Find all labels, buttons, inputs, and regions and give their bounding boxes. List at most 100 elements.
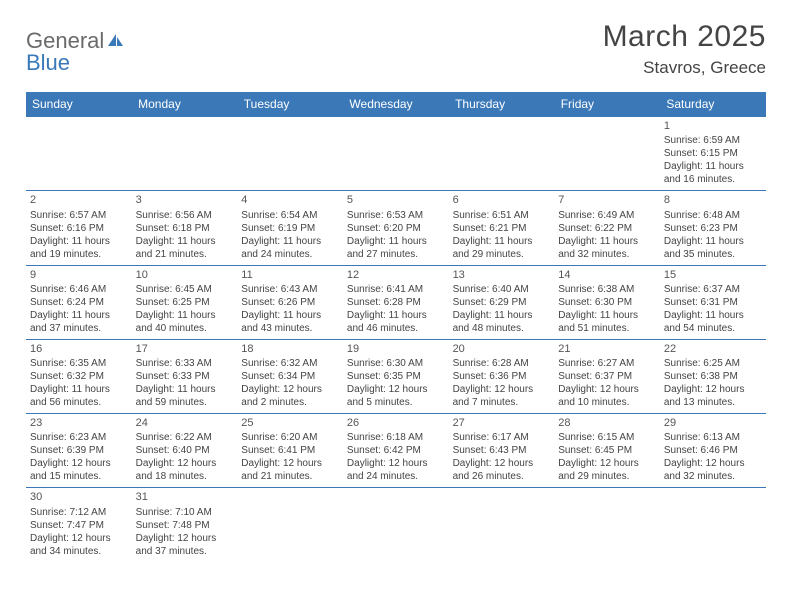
calendar-row: 30Sunrise: 7:12 AMSunset: 7:47 PMDayligh… (26, 488, 766, 562)
sunset-text: Sunset: 6:34 PM (241, 370, 339, 383)
weekday-header: Thursday (449, 92, 555, 117)
daylight-text: Daylight: 11 hours and 32 minutes. (558, 235, 656, 261)
sunrise-text: Sunrise: 6:23 AM (30, 431, 128, 444)
day-number: 13 (453, 268, 551, 282)
calendar-cell: 21Sunrise: 6:27 AMSunset: 6:37 PMDayligh… (554, 339, 660, 413)
sunset-text: Sunset: 6:16 PM (30, 222, 128, 235)
weekday-header-row: Sunday Monday Tuesday Wednesday Thursday… (26, 92, 766, 117)
daylight-text: Daylight: 12 hours and 24 minutes. (347, 457, 445, 483)
daylight-text: Daylight: 12 hours and 10 minutes. (558, 383, 656, 409)
header: General March 2025 Stavros, Greece (26, 20, 766, 78)
daylight-text: Daylight: 12 hours and 29 minutes. (558, 457, 656, 483)
calendar-cell: 29Sunrise: 6:13 AMSunset: 6:46 PMDayligh… (660, 414, 766, 488)
calendar-cell: 10Sunrise: 6:45 AMSunset: 6:25 PMDayligh… (132, 265, 238, 339)
daylight-text: Daylight: 12 hours and 18 minutes. (136, 457, 234, 483)
weekday-header: Monday (132, 92, 238, 117)
sunset-text: Sunset: 6:40 PM (136, 444, 234, 457)
sunrise-text: Sunrise: 6:17 AM (453, 431, 551, 444)
day-number: 22 (664, 342, 762, 356)
sunset-text: Sunset: 6:15 PM (664, 147, 762, 160)
calendar-cell: 28Sunrise: 6:15 AMSunset: 6:45 PMDayligh… (554, 414, 660, 488)
sunset-text: Sunset: 6:36 PM (453, 370, 551, 383)
day-number: 11 (241, 268, 339, 282)
day-number: 3 (136, 193, 234, 207)
daylight-text: Daylight: 12 hours and 32 minutes. (664, 457, 762, 483)
sunrise-text: Sunrise: 6:53 AM (347, 209, 445, 222)
sunrise-text: Sunrise: 6:37 AM (664, 283, 762, 296)
sunrise-text: Sunrise: 6:45 AM (136, 283, 234, 296)
day-number: 14 (558, 268, 656, 282)
sunrise-text: Sunrise: 6:35 AM (30, 357, 128, 370)
daylight-text: Daylight: 11 hours and 16 minutes. (664, 160, 762, 186)
sunrise-text: Sunrise: 6:49 AM (558, 209, 656, 222)
sunset-text: Sunset: 6:25 PM (136, 296, 234, 309)
day-number: 6 (453, 193, 551, 207)
sunrise-text: Sunrise: 6:30 AM (347, 357, 445, 370)
calendar-row: 2Sunrise: 6:57 AMSunset: 6:16 PMDaylight… (26, 191, 766, 265)
calendar-table: Sunday Monday Tuesday Wednesday Thursday… (26, 92, 766, 562)
daylight-text: Daylight: 12 hours and 2 minutes. (241, 383, 339, 409)
daylight-text: Daylight: 12 hours and 26 minutes. (453, 457, 551, 483)
calendar-cell: 16Sunrise: 6:35 AMSunset: 6:32 PMDayligh… (26, 339, 132, 413)
day-number: 1 (664, 119, 762, 133)
calendar-cell (237, 117, 343, 191)
calendar-cell: 1Sunrise: 6:59 AMSunset: 6:15 PMDaylight… (660, 117, 766, 191)
calendar-cell: 6Sunrise: 6:51 AMSunset: 6:21 PMDaylight… (449, 191, 555, 265)
calendar-cell: 30Sunrise: 7:12 AMSunset: 7:47 PMDayligh… (26, 488, 132, 562)
sunrise-text: Sunrise: 6:13 AM (664, 431, 762, 444)
calendar-cell: 25Sunrise: 6:20 AMSunset: 6:41 PMDayligh… (237, 414, 343, 488)
calendar-cell: 11Sunrise: 6:43 AMSunset: 6:26 PMDayligh… (237, 265, 343, 339)
calendar-row: 9Sunrise: 6:46 AMSunset: 6:24 PMDaylight… (26, 265, 766, 339)
calendar-cell: 31Sunrise: 7:10 AMSunset: 7:48 PMDayligh… (132, 488, 238, 562)
weekday-header: Tuesday (237, 92, 343, 117)
calendar-cell: 22Sunrise: 6:25 AMSunset: 6:38 PMDayligh… (660, 339, 766, 413)
sunset-text: Sunset: 6:20 PM (347, 222, 445, 235)
calendar-cell (449, 117, 555, 191)
daylight-text: Daylight: 11 hours and 51 minutes. (558, 309, 656, 335)
day-number: 17 (136, 342, 234, 356)
day-number: 18 (241, 342, 339, 356)
daylight-text: Daylight: 11 hours and 46 minutes. (347, 309, 445, 335)
sunset-text: Sunset: 6:21 PM (453, 222, 551, 235)
sunset-text: Sunset: 6:33 PM (136, 370, 234, 383)
calendar-cell: 3Sunrise: 6:56 AMSunset: 6:18 PMDaylight… (132, 191, 238, 265)
weekday-header: Friday (554, 92, 660, 117)
sunrise-text: Sunrise: 6:51 AM (453, 209, 551, 222)
sunset-text: Sunset: 6:45 PM (558, 444, 656, 457)
sunrise-text: Sunrise: 6:18 AM (347, 431, 445, 444)
calendar-cell: 2Sunrise: 6:57 AMSunset: 6:16 PMDaylight… (26, 191, 132, 265)
sunrise-text: Sunrise: 6:40 AM (453, 283, 551, 296)
sunrise-text: Sunrise: 6:46 AM (30, 283, 128, 296)
daylight-text: Daylight: 12 hours and 34 minutes. (30, 532, 128, 558)
calendar-cell: 19Sunrise: 6:30 AMSunset: 6:35 PMDayligh… (343, 339, 449, 413)
sunset-text: Sunset: 6:19 PM (241, 222, 339, 235)
sunrise-text: Sunrise: 6:57 AM (30, 209, 128, 222)
daylight-text: Daylight: 12 hours and 15 minutes. (30, 457, 128, 483)
logo: General (26, 20, 126, 54)
sunset-text: Sunset: 6:42 PM (347, 444, 445, 457)
sunrise-text: Sunrise: 6:28 AM (453, 357, 551, 370)
day-number: 9 (30, 268, 128, 282)
day-number: 31 (136, 490, 234, 504)
weekday-header: Wednesday (343, 92, 449, 117)
calendar-cell (343, 117, 449, 191)
sunrise-text: Sunrise: 6:48 AM (664, 209, 762, 222)
daylight-text: Daylight: 11 hours and 37 minutes. (30, 309, 128, 335)
day-number: 29 (664, 416, 762, 430)
calendar-cell: 15Sunrise: 6:37 AMSunset: 6:31 PMDayligh… (660, 265, 766, 339)
sunset-text: Sunset: 6:39 PM (30, 444, 128, 457)
daylight-text: Daylight: 12 hours and 7 minutes. (453, 383, 551, 409)
location: Stavros, Greece (603, 58, 766, 78)
day-number: 30 (30, 490, 128, 504)
calendar-cell (660, 488, 766, 562)
calendar-row: 16Sunrise: 6:35 AMSunset: 6:32 PMDayligh… (26, 339, 766, 413)
sunset-text: Sunset: 6:30 PM (558, 296, 656, 309)
day-number: 16 (30, 342, 128, 356)
title-block: March 2025 Stavros, Greece (603, 20, 766, 78)
day-number: 5 (347, 193, 445, 207)
weekday-header: Saturday (660, 92, 766, 117)
calendar-cell: 27Sunrise: 6:17 AMSunset: 6:43 PMDayligh… (449, 414, 555, 488)
daylight-text: Daylight: 12 hours and 21 minutes. (241, 457, 339, 483)
sunrise-text: Sunrise: 7:12 AM (30, 506, 128, 519)
day-number: 27 (453, 416, 551, 430)
